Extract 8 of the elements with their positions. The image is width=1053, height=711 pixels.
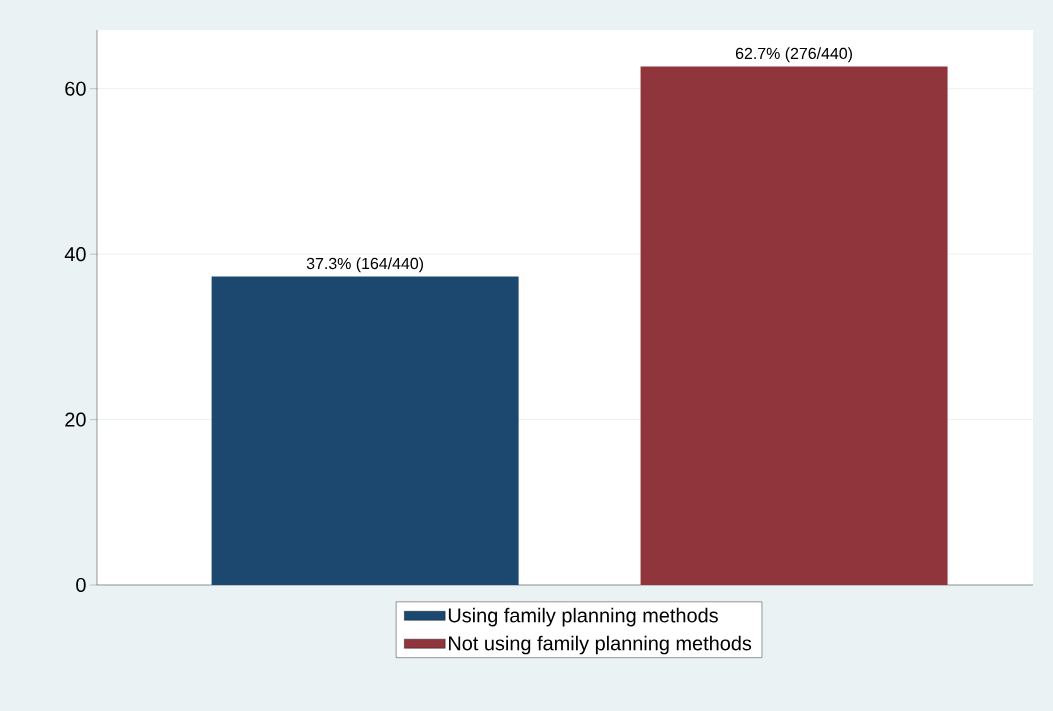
legend-label: Using family planning methods [448, 607, 718, 627]
data-label: 37.3% (164/440) [306, 257, 424, 273]
y-tick-label: 0 [76, 577, 86, 593]
y-tick-label: 60 [65, 81, 86, 96]
y-tick-label: 20 [65, 412, 86, 427]
y-tick-label: 40 [64, 247, 86, 262]
legend-label: Not using family planning methods [449, 635, 752, 655]
data-label: 62.7% (276/440) [735, 47, 852, 63]
